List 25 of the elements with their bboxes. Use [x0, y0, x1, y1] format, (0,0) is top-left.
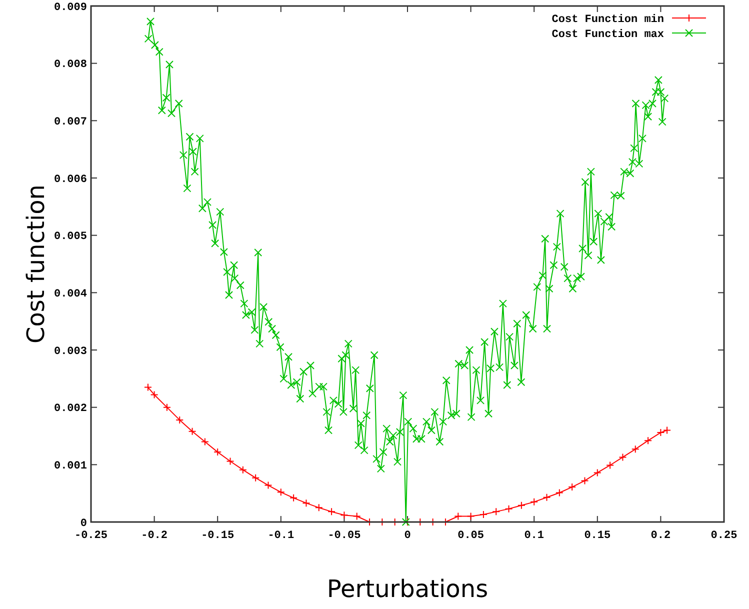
y-tick-label: 0.001 [54, 460, 88, 473]
x-tick-label: -0.2 [141, 530, 168, 542]
y-tick-label: 0.002 [54, 403, 87, 416]
x-tick-label: 0.05 [458, 530, 484, 542]
x-tick-label: -0.05 [328, 530, 362, 542]
y-tick-label: 0.006 [54, 174, 87, 186]
x-tick-label: 0 [404, 530, 411, 542]
x-tick-label: -0.25 [74, 530, 108, 542]
x-tick-label: 0.15 [584, 530, 611, 542]
y-tick-label: 0.005 [54, 231, 88, 244]
y-tick-label: 0 [80, 518, 87, 530]
x-tick-label: -0.15 [201, 530, 234, 542]
x-tick-label: -0.1 [268, 530, 294, 542]
y-tick-label: 0.007 [54, 116, 87, 129]
y-tick-label: 0.009 [54, 2, 87, 14]
x-tick-label: 0.2 [650, 530, 671, 542]
y-tick-label: 0.008 [54, 59, 88, 72]
y-axis-title: Cost function [22, 184, 50, 344]
legend-label: Cost Function max [552, 28, 664, 41]
x-tick-label: 0.1 [524, 530, 544, 542]
y-tick-label: 0.004 [54, 288, 88, 301]
legend-label: Cost Function min [552, 14, 664, 26]
x-tick-label: 0.25 [710, 530, 738, 542]
x-axis-title: Perturbations [326, 575, 488, 603]
y-tick-label: 0.003 [54, 346, 88, 358]
